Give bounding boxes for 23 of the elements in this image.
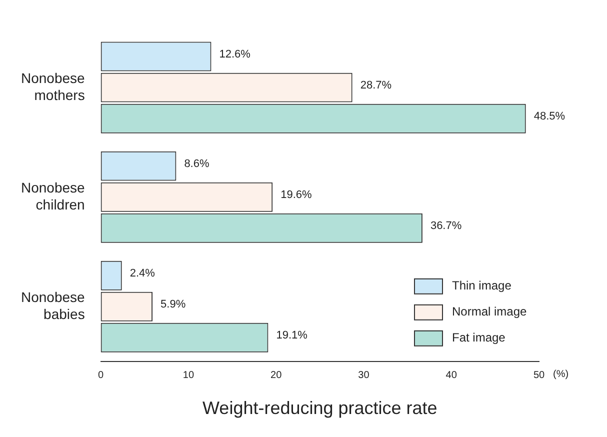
y-tick-label: Nonobese children	[21, 180, 86, 212]
y-tick-label: Nonobese babies	[21, 289, 86, 322]
x-tick-label: 20	[270, 370, 282, 382]
data-label: 8.6%	[184, 158, 210, 170]
data-label: 19.1%	[276, 330, 308, 342]
y-tick-label: Nonobese mothers	[21, 70, 86, 103]
legend-label: Normal image	[452, 304, 528, 319]
text: (%)	[553, 369, 569, 380]
x-tick-label: 30	[358, 370, 370, 382]
x-tick-label: 40	[446, 370, 458, 382]
x-tick-label: 0	[98, 370, 104, 382]
data-label: 48.5%	[534, 110, 566, 123]
data-label: 36.7%	[430, 220, 462, 232]
data-label: 12.6%	[219, 48, 251, 61]
data-label: 5.9%	[160, 298, 186, 311]
data-label: 19.6%	[280, 189, 312, 202]
x-axis-title: Weight-reducing practice rate	[202, 398, 438, 418]
x-tick-label: 50	[533, 370, 545, 382]
legend-label: Thin image	[452, 278, 512, 293]
data-label: 28.7%	[360, 80, 392, 92]
data-label: 2.4%	[130, 268, 156, 280]
x-tick-label: 10	[182, 370, 194, 382]
legend-label: Fat image	[452, 330, 506, 345]
